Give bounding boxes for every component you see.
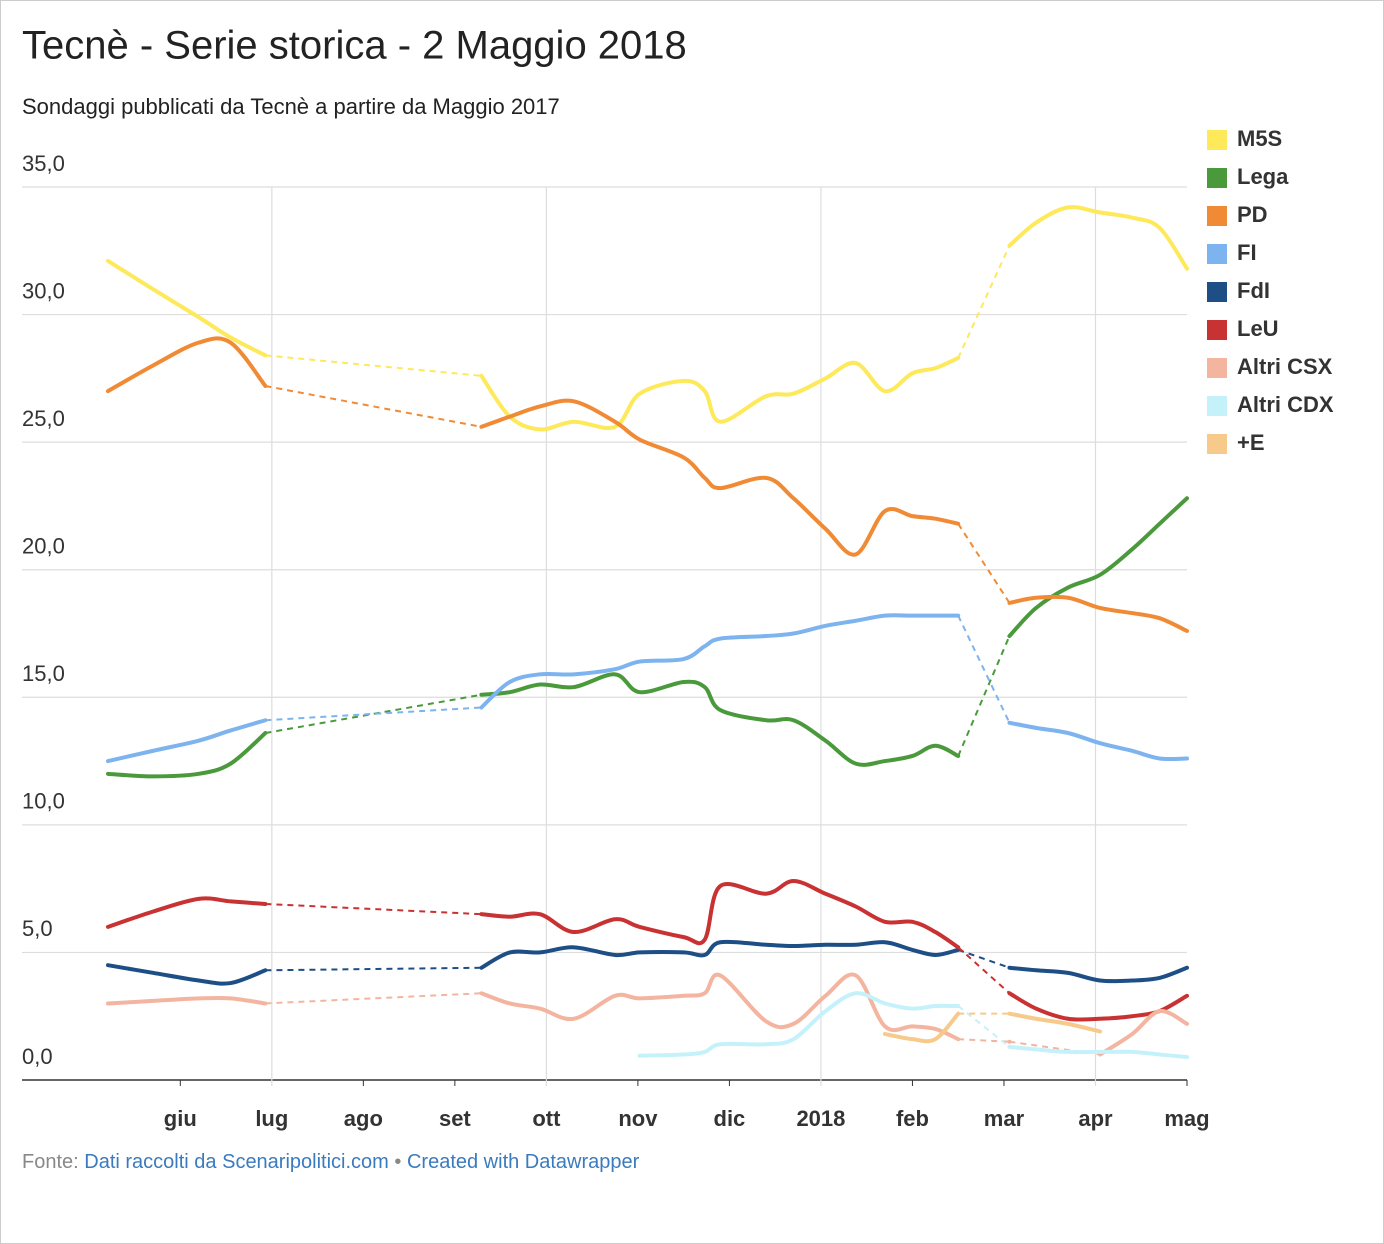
series: [106, 939, 1189, 986]
y-tick-label: 10,0: [22, 789, 65, 814]
x-tick-label: ago: [344, 1106, 383, 1131]
legend-label: LeU: [1237, 316, 1279, 341]
legend-label: Altri CDX: [1237, 392, 1334, 417]
gap-line: [265, 992, 482, 1005]
series: [106, 496, 1189, 779]
legend-label: +E: [1237, 430, 1265, 455]
footer-prefix: Fonte:: [22, 1151, 79, 1173]
gap-line: [957, 948, 1010, 969]
y-tick-label: 25,0: [22, 406, 65, 431]
footer-separator: •: [394, 1151, 401, 1173]
legend-swatch: [1207, 168, 1227, 188]
legend-label: Lega: [1237, 164, 1289, 189]
x-tick-label: mag: [1164, 1106, 1209, 1131]
legend-label: PD: [1237, 202, 1268, 227]
legend-swatch: [1207, 130, 1227, 150]
gap-line: [1009, 1040, 1101, 1056]
legend-swatch: [1207, 396, 1227, 416]
legend-swatch: [1207, 206, 1227, 226]
series-line: [1007, 594, 1189, 633]
series-line: [106, 896, 268, 929]
gap-line: [957, 245, 1011, 359]
chart-subtitle: Sondaggi pubblicati da Tecnè a partire d…: [22, 94, 560, 119]
legend-swatch: [1207, 282, 1227, 302]
gap-line: [265, 354, 482, 377]
y-tick-label: 5,0: [22, 916, 53, 941]
series: [106, 878, 1189, 1022]
series-line: [479, 972, 961, 1042]
chart-title: Tecnè - Serie storica - 2 Maggio 2018: [22, 24, 687, 68]
series-line: [637, 991, 961, 1058]
y-tick-label: 30,0: [22, 278, 65, 303]
gap-line: [957, 946, 1011, 994]
x-tick-label: ott: [532, 1106, 561, 1131]
gap-line: [265, 706, 482, 722]
legend-swatch: [1207, 434, 1227, 454]
legend-label: FI: [1237, 240, 1257, 265]
y-tick-label: 0,0: [22, 1044, 53, 1069]
series-line: [479, 672, 961, 767]
series: [106, 336, 1189, 633]
gap-line: [265, 966, 482, 972]
series-line: [1007, 965, 1189, 984]
legend-label: FdI: [1237, 278, 1270, 303]
legend-swatch: [1207, 320, 1227, 340]
x-tick-label: dic: [714, 1106, 746, 1131]
x-tick-label: lug: [255, 1106, 288, 1131]
legend-label: M5S: [1237, 126, 1282, 151]
legend-swatch: [1207, 358, 1227, 378]
series-line: [882, 1011, 961, 1044]
gap-line: [265, 902, 482, 916]
series-line: [1007, 496, 1189, 639]
series-line: [1007, 1044, 1189, 1060]
legend-label: Altri CSX: [1237, 354, 1333, 379]
series-line: [1098, 1009, 1189, 1057]
gap-line: [265, 693, 482, 734]
grid: [22, 186, 1188, 1086]
series-line: [106, 995, 268, 1006]
series-line: [106, 963, 268, 986]
series: [106, 205, 1189, 432]
x-tick-label: set: [439, 1106, 471, 1131]
series-line: [106, 718, 268, 764]
series-line: [106, 258, 268, 358]
series-line: [1007, 205, 1189, 271]
x-tick-label: nov: [618, 1106, 658, 1131]
x-tick-label: giu: [164, 1106, 197, 1131]
series: [106, 613, 1189, 764]
gap-line: [957, 523, 1011, 604]
series-line: [106, 336, 268, 394]
series: [106, 972, 1189, 1057]
gap-line: [958, 1038, 1010, 1043]
series-line: [1007, 1011, 1103, 1034]
gap-line: [265, 385, 482, 428]
y-tick-label: 35,0: [22, 151, 65, 176]
footer-credit[interactable]: Created with Datawrapper: [407, 1151, 640, 1173]
legend-swatch: [1207, 244, 1227, 264]
series-line: [479, 939, 961, 970]
series-line: [1007, 720, 1189, 762]
x-tick-label: feb: [896, 1106, 929, 1131]
series: [882, 1011, 1103, 1044]
x-tick-label: apr: [1078, 1106, 1113, 1131]
series: [637, 991, 1189, 1060]
series-line: [479, 355, 961, 432]
series-line: [479, 613, 961, 710]
y-tick-label: 20,0: [22, 534, 65, 559]
y-tick-label: 15,0: [22, 661, 65, 686]
x-tick-label: mar: [984, 1106, 1025, 1131]
footer: Fonte: Dati raccolti da Scenaripolitici.…: [22, 1151, 640, 1173]
x-tick-label: 2018: [796, 1106, 845, 1131]
gap-line: [957, 615, 1011, 724]
series-line: [479, 878, 961, 950]
series-line: [106, 731, 268, 779]
footer-source[interactable]: Dati raccolti da Scenaripolitici.com: [84, 1151, 389, 1173]
series-line: [479, 398, 961, 557]
